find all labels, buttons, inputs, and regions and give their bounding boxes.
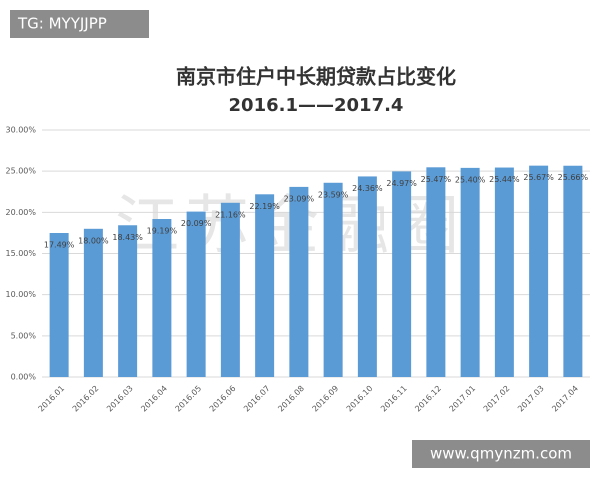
data-label: 25.40%: [455, 175, 486, 184]
data-label: 20.09%: [181, 219, 212, 228]
data-label: 22.19%: [249, 202, 280, 211]
x-tick-label: 2016.12: [413, 384, 443, 414]
bar: [392, 171, 412, 377]
x-tick-label: 2016.03: [105, 384, 135, 414]
bar: [289, 186, 309, 377]
x-tick-label: 2017.02: [482, 384, 512, 414]
bar: [220, 202, 240, 377]
bar: [255, 194, 275, 377]
data-label: 25.47%: [421, 175, 452, 184]
data-label: 17.49%: [44, 240, 75, 249]
y-tick-label: 20.00%: [5, 208, 36, 217]
bar: [426, 167, 446, 377]
x-tick-label: 2017.04: [550, 384, 580, 414]
bar: [49, 232, 69, 377]
x-tick-label: 2016.04: [139, 384, 169, 414]
y-tick-label: 5.00%: [11, 331, 37, 340]
bar: [529, 165, 549, 377]
bar: [563, 165, 583, 377]
data-label: 25.44%: [489, 175, 520, 184]
data-label: 25.66%: [558, 173, 589, 182]
bar: [118, 225, 138, 377]
bar: [357, 176, 377, 377]
data-label: 18.00%: [78, 236, 109, 245]
data-label: 18.43%: [112, 233, 143, 242]
data-label: 24.36%: [352, 184, 383, 193]
x-tick-label: 2016.05: [174, 384, 204, 414]
data-label: 21.16%: [215, 210, 246, 219]
x-tick-label: 2016.11: [379, 384, 409, 414]
bar: [323, 182, 343, 377]
x-tick-label: 2016.02: [71, 384, 101, 414]
x-tick-label: 2016.08: [276, 384, 306, 414]
bar: [83, 228, 103, 377]
data-label: 24.97%: [386, 179, 417, 188]
y-tick-label: 30.00%: [5, 126, 36, 135]
y-tick-label: 0.00%: [11, 373, 37, 382]
chart-subtitle: 2016.1——2017.4: [229, 95, 404, 116]
y-tick-label: 10.00%: [5, 290, 36, 299]
plot-area: 0.00% 5.00% 10.00% 15.00% 20.00% 25.00% 30.00%…: [5, 126, 590, 414]
x-tick-label: 2016.01: [37, 384, 67, 414]
bar: [494, 167, 514, 377]
chart-title: 南京市住户中长期贷款占比变化: [176, 65, 456, 89]
y-tick-label: 25.00%: [5, 167, 36, 176]
bar: [152, 219, 172, 377]
bar: [186, 211, 206, 377]
watermark-text: TG: MYYJJPP: [17, 15, 107, 33]
data-label: 23.59%: [318, 190, 349, 199]
y-tick-label: 15.00%: [5, 249, 36, 258]
bar: [460, 167, 480, 377]
x-tick-label: 2016.10: [345, 384, 375, 414]
x-tick-label: 2016.07: [242, 384, 272, 414]
watermark-text: www.qmynzm.com: [430, 445, 572, 463]
watermark-box: [10, 10, 149, 38]
data-label: 19.19%: [147, 227, 178, 236]
data-label: 25.67%: [523, 173, 554, 182]
watermark-box: [412, 440, 590, 468]
x-tick-label: 2017.03: [516, 384, 546, 414]
data-label: 23.09%: [284, 194, 315, 203]
x-tick-label: 2016.06: [208, 384, 238, 414]
x-tick-label: 2017.01: [448, 384, 478, 414]
x-tick-label: 2016.09: [311, 384, 341, 414]
